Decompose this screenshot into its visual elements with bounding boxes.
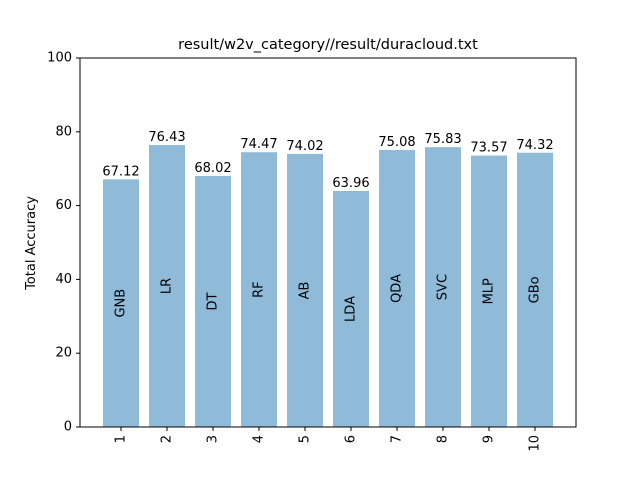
x-tick-label: 1 xyxy=(114,435,129,443)
value-label: 74.02 xyxy=(286,139,323,154)
x-tick-label: 9 xyxy=(482,435,497,443)
axes-layer: 0 20 40 60 80 100 1 2 3 4 5 6 7 8 9 10 xyxy=(47,51,577,452)
bar-6 xyxy=(333,190,369,427)
bar-name-label: LR xyxy=(160,278,175,294)
bar-2 xyxy=(149,144,185,427)
bar-name-label: RF xyxy=(252,281,267,298)
bar-5 xyxy=(287,153,323,427)
bar-name-label: QDA xyxy=(390,274,405,303)
value-label: 67.12 xyxy=(102,164,139,179)
bar-name-label: DT xyxy=(206,292,221,310)
x-tick-label: 5 xyxy=(298,435,313,443)
x-tick-label: 10 xyxy=(528,435,543,452)
x-tick-label: 2 xyxy=(160,435,175,443)
bar-1 xyxy=(103,179,139,427)
bar-7 xyxy=(379,149,415,427)
x-tick-label: 7 xyxy=(390,435,405,443)
value-label: 74.47 xyxy=(240,137,277,152)
y-tick-label: 40 xyxy=(55,272,72,287)
value-label: 63.96 xyxy=(332,176,369,191)
bar-9 xyxy=(471,155,507,427)
x-tick-label: 6 xyxy=(344,435,359,443)
bar-name-label: AB xyxy=(298,282,313,300)
y-tick-label: 0 xyxy=(64,420,72,435)
chart-title: result/w2v_category//result/duracloud.tx… xyxy=(178,37,478,53)
bar-3 xyxy=(195,176,231,427)
bar-10 xyxy=(517,152,553,427)
bar-name-label: LDA xyxy=(344,296,359,322)
value-label: 74.32 xyxy=(516,138,553,153)
value-label: 76.43 xyxy=(148,130,185,145)
value-label: 75.08 xyxy=(378,135,415,150)
plot-frame xyxy=(79,57,577,428)
value-label: 68.02 xyxy=(194,161,231,176)
x-tick-label: 3 xyxy=(206,435,221,443)
y-tick-label: 20 xyxy=(55,346,72,361)
bar-name-label: GNB xyxy=(114,289,129,318)
x-tick-label: 4 xyxy=(252,435,267,443)
value-label: 75.83 xyxy=(424,132,461,147)
bars-layer: 67.12 GNB 76.43 LR 68.02 DT 74.47 RF 74.02 AB 63.9… xyxy=(102,130,554,428)
y-tick-label: 100 xyxy=(47,51,72,66)
bar-name-label: MLP xyxy=(482,278,497,304)
y-tick-label: 60 xyxy=(55,198,72,213)
y-axis-label: Total Accuracy xyxy=(24,196,39,291)
value-label: 73.57 xyxy=(470,141,507,156)
bar-name-label: SVC xyxy=(436,274,451,300)
bar-name-label: GBo xyxy=(528,276,543,303)
x-tick-label: 8 xyxy=(436,435,451,443)
bar-4 xyxy=(241,152,277,428)
y-tick-label: 80 xyxy=(55,124,72,139)
bar-8 xyxy=(425,147,461,427)
